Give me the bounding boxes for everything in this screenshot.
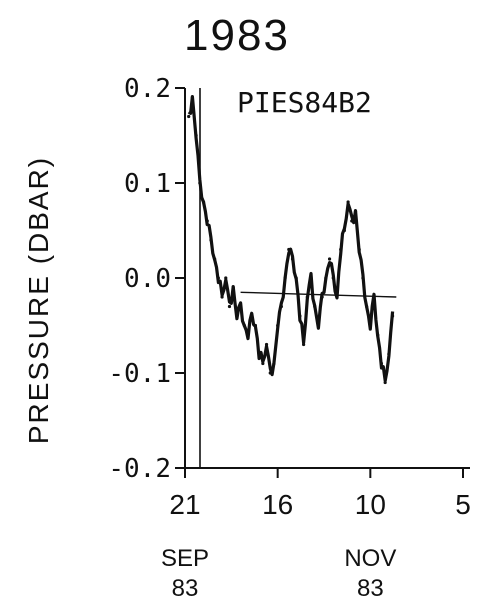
x-ticks: 21 16 10 5	[169, 468, 471, 520]
pressure-data-point	[250, 314, 254, 318]
pressure-data-point	[264, 342, 269, 347]
pressure-data-point	[342, 228, 346, 233]
pressure-data-point	[313, 304, 317, 309]
year-label: 83	[357, 575, 384, 602]
y-tick-label: -0.1	[108, 359, 171, 389]
y-tick-label: 0.1	[124, 169, 171, 199]
y-axis-label: PRESSURE (DBAR)	[23, 156, 54, 444]
month-labels: SEP 83 NOV 83	[161, 545, 396, 602]
pressure-data-point	[320, 295, 324, 299]
pressure-data-point	[198, 181, 202, 185]
pressure-data-point	[213, 257, 217, 261]
pressure-data-point	[209, 238, 213, 242]
pressure-data-point	[227, 304, 232, 309]
trend-series-line	[240, 291, 397, 298]
pressure-data-point	[361, 276, 365, 280]
pressure-data-point	[365, 304, 369, 309]
x-tick-label: 10	[355, 489, 386, 520]
pressure-data-point	[316, 323, 321, 328]
pressure-series-line	[187, 95, 395, 383]
pressure-data-point	[346, 200, 350, 204]
y-tick-label: 0.0	[124, 264, 171, 294]
pressure-data-point	[187, 114, 191, 119]
year-label: 83	[172, 575, 199, 602]
pressure-data-point	[246, 333, 250, 337]
pressure-data-point	[201, 200, 206, 204]
pressure-data-point	[290, 257, 295, 261]
pressure-data-point	[390, 314, 395, 318]
pressure-data-point	[302, 342, 306, 347]
x-tick-label: 16	[262, 489, 293, 520]
pressure-data-point	[190, 95, 195, 100]
pressure-data-point	[379, 361, 384, 366]
pressure-data-point	[220, 295, 224, 299]
y-tick-label: 0.2	[124, 74, 171, 104]
series-group	[187, 95, 397, 385]
pressure-data-point	[257, 352, 261, 356]
pressure-data-point	[253, 323, 258, 328]
pressure-data-point	[309, 276, 313, 280]
pressure-data-point	[235, 314, 239, 318]
pressure-data-point	[298, 314, 302, 318]
pressure-data-point	[331, 276, 335, 280]
x-tick-label: 5	[455, 489, 471, 520]
pressure-data-point	[357, 247, 361, 252]
y-ticks: 0.2 0.1 0.0 -0.1 -0.2	[108, 74, 185, 484]
pressure-data-point	[368, 323, 372, 328]
pressure-data-point	[205, 219, 209, 223]
pressure-data-point	[283, 276, 287, 280]
pressure-data-point	[239, 304, 243, 309]
pressure-data-point	[231, 285, 235, 290]
pressure-data-point	[324, 276, 328, 280]
pressure-data-point	[272, 361, 276, 366]
pressure-data-point	[376, 333, 380, 337]
pressure-data-point	[224, 276, 228, 280]
pressure-data-point	[305, 295, 309, 299]
pressure-data-point	[339, 247, 343, 252]
pressure-data-point	[294, 276, 298, 280]
pressure-data-point	[350, 219, 354, 223]
chart-title: 1983	[184, 11, 290, 60]
pressure-data-point	[216, 276, 220, 280]
pressure-data-point	[242, 323, 246, 328]
month-label: NOV	[344, 545, 396, 572]
pressure-data-point	[335, 295, 339, 299]
pressure-data-point	[327, 257, 332, 261]
pressure-data-point	[268, 371, 272, 375]
station-label: PIES84B2	[237, 86, 372, 119]
pressure-data-point	[287, 247, 291, 252]
pressure-data-point	[194, 133, 198, 138]
pressure-data-point	[383, 380, 387, 385]
pressure-data-point	[261, 361, 265, 366]
y-tick-label: -0.2	[108, 454, 171, 484]
pressure-data-point	[276, 323, 280, 328]
pressure-data-point	[387, 352, 391, 356]
x-tick-label: 21	[169, 489, 200, 520]
pressure-data-point	[279, 304, 283, 309]
pressure-data-point	[353, 209, 358, 214]
month-label: SEP	[161, 545, 209, 572]
